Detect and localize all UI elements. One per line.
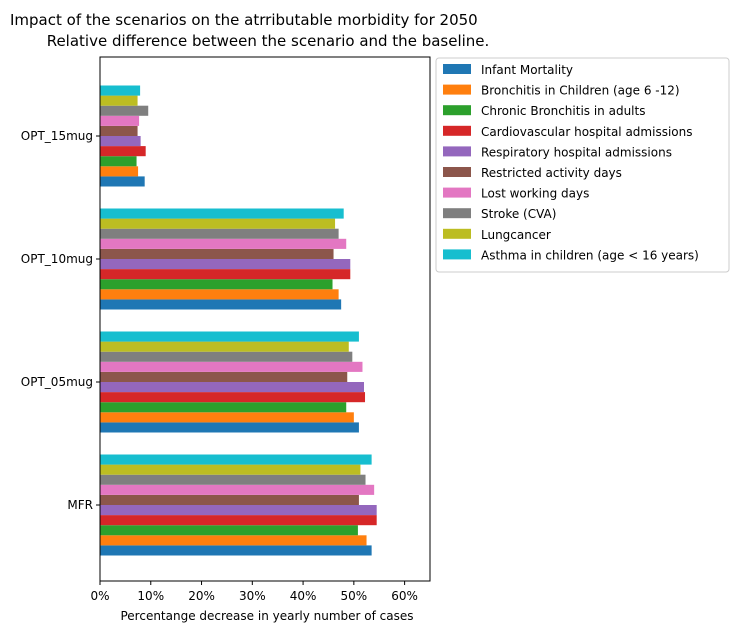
x-tick-label: 60% [391, 589, 418, 603]
bar-opt-10mug-series-2 [100, 279, 333, 290]
bar-opt-10mug-series-3 [100, 269, 351, 280]
bar-opt-15mug-series-7 [100, 105, 149, 116]
y-tick-label: OPT_05mug [21, 375, 93, 389]
bar-opt-15mug-series-9 [100, 85, 141, 96]
bar-opt-10mug-series-8 [100, 218, 336, 229]
bar-opt-15mug-series-0 [100, 176, 145, 187]
bar-mfr-series-8 [100, 464, 361, 475]
bar-mfr-series-1 [100, 535, 367, 546]
bar-mfr-series-9 [100, 454, 372, 465]
bar-opt-15mug-series-1 [100, 166, 139, 177]
bar-opt-15mug-series-4 [100, 136, 141, 147]
axes-layer: 0% 10% 20% 30% 40% 50% 60% MFR OPT_05mug OPT_10mu… [21, 129, 418, 603]
bar-opt-10mug-series-0 [100, 299, 342, 310]
legend-label: Infant Mortality [481, 63, 573, 77]
bar-opt-05mug-series-3 [100, 392, 366, 403]
bar-opt-15mug-series-6 [100, 115, 140, 126]
x-tick-label: 40% [290, 589, 317, 603]
bar-opt-05mug-series-1 [100, 412, 354, 423]
bar-mfr-series-0 [100, 545, 372, 556]
legend: Infant Mortality Bronchitis in Children (… [435, 57, 730, 273]
legend-swatch [443, 187, 471, 198]
legend-swatch [443, 249, 471, 260]
x-tick-label: 10% [137, 589, 164, 603]
bar-opt-05mug-series-2 [100, 402, 347, 413]
legend-swatch [443, 167, 471, 177]
x-tick-label: 30% [239, 589, 266, 603]
legend-swatch [443, 208, 471, 219]
legend-swatch [443, 146, 471, 157]
bar-mfr-series-5 [100, 494, 359, 505]
x-tick-label: 0% [90, 589, 109, 603]
bar-mfr-series-7 [100, 474, 366, 485]
bar-opt-05mug-series-0 [100, 422, 359, 433]
x-axis-label: Percentange decrease in yearly number of… [120, 609, 413, 623]
bar-opt-05mug-series-8 [100, 341, 349, 352]
legend-label: Restricted activity days [481, 166, 622, 180]
legend-label: Lungcancer [481, 228, 551, 242]
bar-opt-15mug-series-5 [100, 125, 138, 136]
bar-mfr-series-3 [100, 515, 377, 526]
y-tick-label: MFR [67, 498, 93, 512]
legend-label: Respiratory hospital admissions [481, 145, 672, 159]
legend-label: Cardiovascular hospital admissions [481, 125, 692, 139]
chart-title: Impact of the scenarios on the atrributa… [10, 11, 478, 29]
bar-opt-10mug-series-4 [100, 259, 351, 270]
y-tick-label: OPT_15mug [21, 129, 93, 143]
legend-label: Lost working days [481, 187, 589, 201]
legend-label: Stroke (CVA) [481, 207, 556, 221]
bar-opt-05mug-series-9 [100, 331, 359, 342]
legend-swatch [443, 105, 471, 116]
bar-opt-10mug-series-5 [100, 248, 334, 259]
bar-opt-10mug-series-7 [100, 228, 339, 239]
bar-opt-10mug-series-1 [100, 289, 339, 300]
legend-label: Chronic Bronchitis in adults [481, 104, 645, 118]
x-tick-label: 20% [188, 589, 215, 603]
bar-mfr-series-6 [100, 484, 375, 495]
bar-mfr-series-2 [100, 525, 358, 536]
x-tick-label: 50% [341, 589, 368, 603]
bar-opt-05mug-series-4 [100, 382, 364, 393]
legend-swatch [443, 125, 471, 136]
bar-opt-05mug-series-7 [100, 351, 353, 362]
bars-layer [100, 85, 377, 556]
legend-label: Bronchitis in Children (age 6 -12) [481, 84, 680, 98]
bar-opt-15mug-series-2 [100, 156, 137, 167]
bar-mfr-series-4 [100, 505, 377, 516]
bar-opt-05mug-series-6 [100, 361, 363, 372]
legend-swatch [443, 84, 471, 95]
legend-label: Asthma in children (age < 16 years) [481, 248, 699, 262]
bar-opt-15mug-series-3 [100, 146, 146, 157]
bar-opt-05mug-series-5 [100, 371, 348, 382]
chart-subtitle: Relative difference between the scenario… [47, 32, 490, 50]
legend-swatch [443, 228, 471, 239]
bar-opt-15mug-series-8 [100, 95, 138, 106]
y-tick-label: OPT_10mug [21, 252, 93, 266]
plot-frame [99, 56, 431, 582]
bar-opt-10mug-series-6 [100, 238, 347, 249]
legend-frame [435, 57, 730, 273]
bar-opt-10mug-series-9 [100, 208, 344, 219]
legend-swatch [443, 64, 471, 74]
